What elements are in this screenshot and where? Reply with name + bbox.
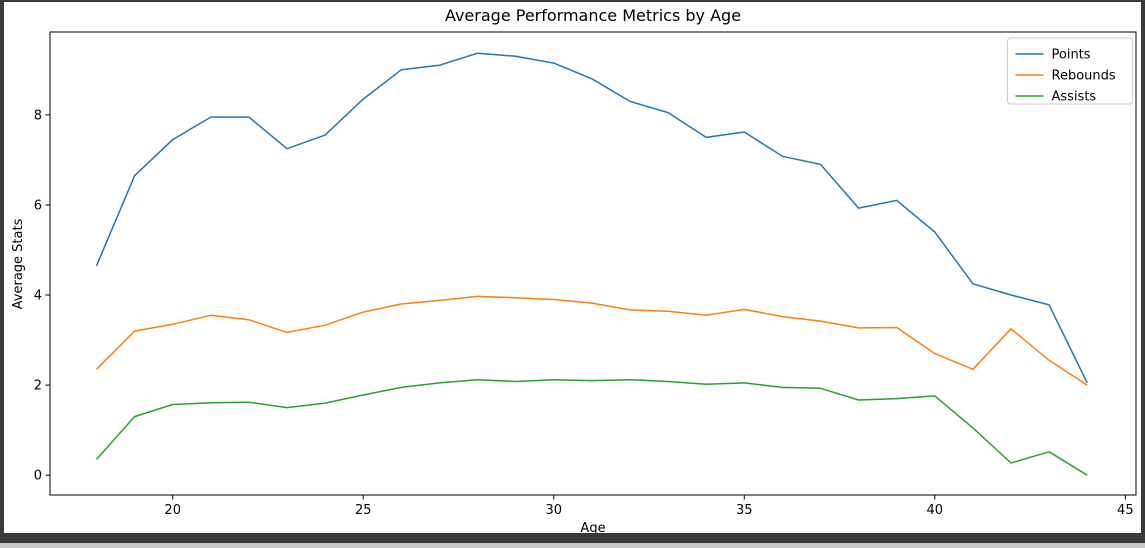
legend-layer: Points Rebounds Assists	[1007, 37, 1133, 105]
x-tick-label-40: 40	[927, 503, 944, 518]
y-tick-label-8: 8	[34, 108, 42, 123]
plot-border	[49, 31, 1137, 496]
y-tick-label-2: 2	[34, 379, 42, 394]
y-axis-label: Average Stats	[11, 218, 26, 309]
series-line-rebounds	[95, 295, 1088, 386]
x-tick-label-35: 35	[736, 503, 753, 518]
window-frame-right	[1141, 0, 1145, 548]
x-tick-label-30: 30	[545, 503, 562, 518]
legend-label-assists: Assists	[1052, 90, 1097, 105]
window-frame-bottom	[0, 533, 1145, 543]
x-tick-label-45: 45	[1117, 503, 1134, 518]
axes-layer: 20 25 30 35 40 45 0 2 4 6 8	[34, 31, 1137, 518]
series-layer	[95, 52, 1088, 476]
window-frame-top	[0, 0, 1145, 2]
window-frame-bottom-lip	[0, 543, 1145, 548]
series-line-assists	[95, 378, 1088, 476]
window-frame-left	[0, 0, 4, 548]
y-tick-label-6: 6	[34, 198, 42, 213]
x-tick-label-25: 25	[355, 503, 372, 518]
x-tick-label-20: 20	[164, 503, 181, 518]
legend-label-points: Points	[1052, 48, 1091, 63]
y-tick-label-4: 4	[34, 289, 42, 304]
y-tick-label-0: 0	[34, 469, 42, 484]
series-line-points	[95, 52, 1088, 384]
x-axis-label: Age	[580, 521, 605, 536]
legend-label-rebounds: Rebounds	[1052, 69, 1116, 84]
chart-title: Average Performance Metrics by Age	[445, 6, 741, 25]
